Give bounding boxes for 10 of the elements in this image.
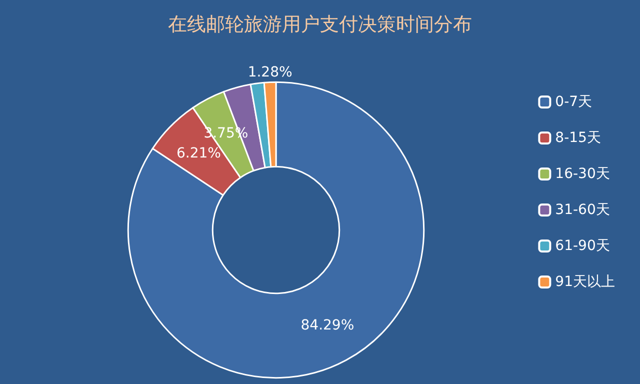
legend-label: 8-15天 bbox=[555, 130, 601, 146]
legend-label: 0-7天 bbox=[555, 94, 592, 110]
data-label: 1.28% bbox=[248, 64, 292, 80]
legend-label: 16-30天 bbox=[555, 166, 610, 182]
legend-label: 61-90天 bbox=[555, 238, 610, 254]
data-label: 6.21% bbox=[176, 146, 221, 162]
data-label: 84.29% bbox=[300, 318, 354, 334]
legend-label: 31-60天 bbox=[555, 202, 610, 218]
legend-label: 91天以上 bbox=[555, 274, 616, 290]
chart-title: 在线邮轮旅游用户支付决策时间分布 bbox=[168, 14, 472, 36]
